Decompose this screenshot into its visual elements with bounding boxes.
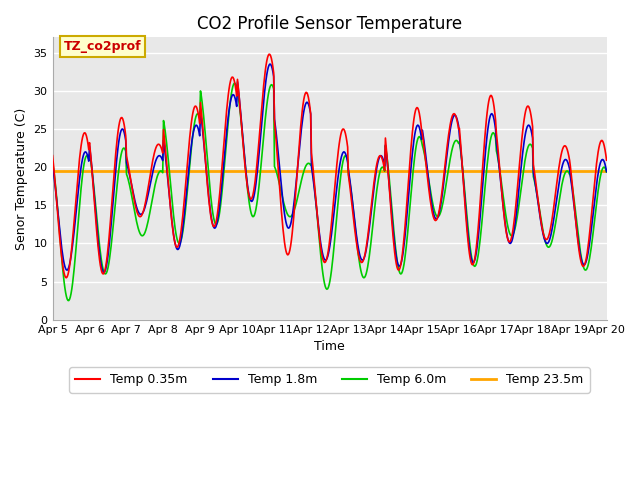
Line: Temp 1.8m: Temp 1.8m bbox=[52, 64, 607, 272]
Temp 23.5m bbox=[397, 168, 404, 174]
X-axis label: Time: Time bbox=[314, 340, 345, 353]
Temp 0.35m bbox=[265, 51, 273, 57]
Temp 23.5m bbox=[59, 168, 67, 174]
Temp 1.8m bbox=[202, 163, 210, 169]
Temp 0.35m bbox=[399, 252, 406, 257]
Temp 1.8m bbox=[603, 168, 611, 174]
Temp 1.8m bbox=[266, 61, 274, 67]
Temp 0.35m bbox=[202, 164, 210, 169]
Temp 6.0m bbox=[603, 169, 611, 175]
Text: TZ_co2prof: TZ_co2prof bbox=[63, 40, 141, 53]
Line: Temp 6.0m: Temp 6.0m bbox=[52, 83, 607, 300]
Temp 6.0m bbox=[230, 80, 238, 86]
Temp 6.0m bbox=[49, 160, 56, 166]
Temp 23.5m bbox=[413, 168, 421, 174]
Line: Temp 0.35m: Temp 0.35m bbox=[52, 54, 607, 278]
Temp 1.8m bbox=[399, 254, 406, 260]
Temp 23.5m bbox=[172, 168, 180, 174]
Temp 23.5m bbox=[49, 168, 56, 174]
Temp 0.35m bbox=[59, 262, 67, 267]
Temp 1.8m bbox=[173, 245, 180, 251]
Y-axis label: Senor Temperature (C): Senor Temperature (C) bbox=[15, 108, 28, 250]
Title: CO2 Profile Sensor Temperature: CO2 Profile Sensor Temperature bbox=[197, 15, 462, 33]
Temp 0.35m bbox=[603, 157, 611, 163]
Temp 1.8m bbox=[59, 252, 67, 257]
Temp 1.8m bbox=[49, 163, 56, 168]
Legend: Temp 0.35m, Temp 1.8m, Temp 6.0m, Temp 23.5m: Temp 0.35m, Temp 1.8m, Temp 6.0m, Temp 2… bbox=[69, 367, 590, 393]
Temp 1.8m bbox=[100, 269, 108, 275]
Temp 6.0m bbox=[116, 156, 124, 162]
Temp 6.0m bbox=[173, 234, 180, 240]
Temp 0.35m bbox=[116, 116, 124, 122]
Temp 1.8m bbox=[116, 130, 124, 136]
Temp 0.35m bbox=[63, 275, 70, 281]
Temp 6.0m bbox=[65, 298, 72, 303]
Temp 23.5m bbox=[603, 168, 611, 174]
Temp 6.0m bbox=[399, 269, 406, 275]
Temp 6.0m bbox=[202, 138, 210, 144]
Temp 0.35m bbox=[49, 153, 56, 158]
Temp 23.5m bbox=[116, 168, 124, 174]
Temp 0.35m bbox=[415, 107, 422, 113]
Temp 6.0m bbox=[59, 264, 67, 270]
Temp 1.8m bbox=[415, 123, 422, 129]
Temp 0.35m bbox=[173, 244, 180, 250]
Temp 6.0m bbox=[415, 134, 422, 140]
Temp 23.5m bbox=[201, 168, 209, 174]
